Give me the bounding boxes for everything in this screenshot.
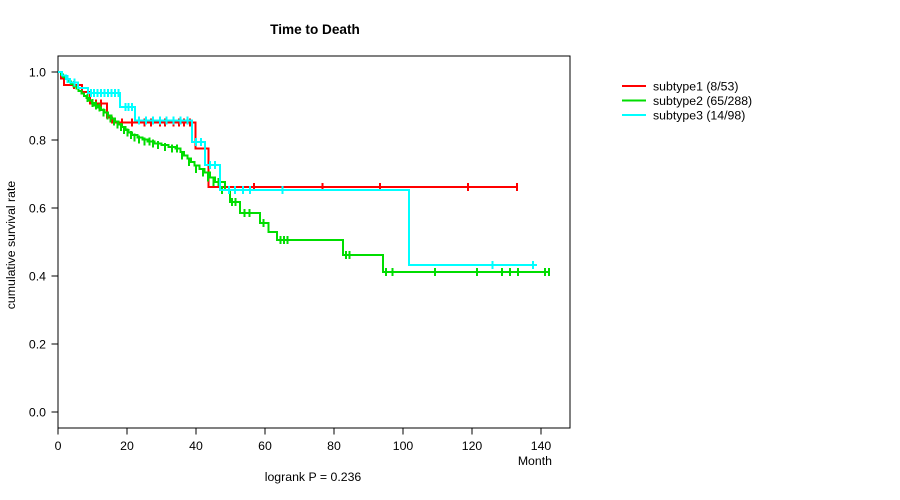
chart-title: Time to Death [270,22,360,37]
x-tick-label: 60 [258,439,272,453]
y-tick-label: 0.0 [29,405,46,419]
y-tick-label: 0.4 [29,269,46,283]
logrank-annotation: logrank P = 0.236 [265,470,362,484]
legend-label-subtype1: subtype1 (8/53) [653,79,738,93]
y-tick-label: 0.8 [29,133,46,147]
survival-curve-subtype1 [58,71,517,188]
legend: subtype1 (8/53)subtype2 (65/288)subtype3… [622,79,752,122]
legend-label-subtype3: subtype3 (14/98) [653,108,745,122]
survival-curve-subtype3 [58,71,537,266]
legend-label-subtype2: subtype2 (65/288) [653,94,752,108]
x-tick-label: 140 [531,439,552,453]
x-tick-label: 20 [120,439,134,453]
survival-curves [58,71,550,276]
x-tick-label: 120 [462,439,483,453]
x-tick-label: 100 [393,439,414,453]
x-axis: 0 20 40 60 80 100 120 140 [55,428,552,453]
plot-area-border [57,55,571,429]
y-tick-label: 1.0 [29,65,46,79]
x-tick-label: 0 [55,439,62,453]
x-tick-label: 80 [327,439,341,453]
survival-curve-subtype2 [58,71,550,273]
y-axis: 0.0 0.2 0.4 0.6 0.8 1.0 [29,65,58,419]
y-axis-title: cumulative survival rate [4,181,18,310]
x-tick-label: 40 [189,439,203,453]
x-axis-title: Month [518,454,552,468]
y-tick-label: 0.2 [29,337,46,351]
y-tick-label: 0.6 [29,201,46,215]
